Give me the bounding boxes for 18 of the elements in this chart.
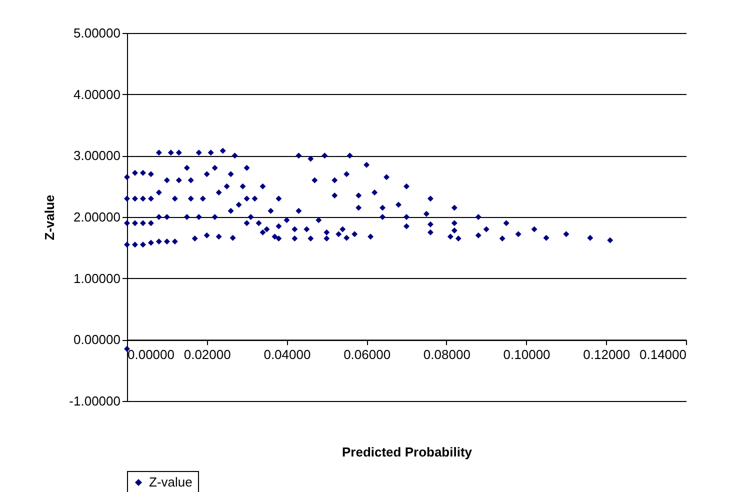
x-tick-label: 0.00000: [128, 347, 174, 362]
y-axis-title: Z-value: [42, 194, 58, 240]
x-tick-label: 0.02000: [184, 347, 231, 362]
y-tick-label: 2.00000: [74, 210, 120, 224]
legend-label: Z-value: [149, 474, 192, 490]
y-tick-label: 4.00000: [74, 86, 120, 102]
x-tick-label: 0.14000: [640, 347, 686, 362]
x-tick-label: 0.08000: [423, 347, 470, 362]
x-tick-label: 0.04000: [264, 347, 311, 362]
x-tick-label: 0.10000: [503, 347, 550, 362]
y-tick-label: 3.00000: [74, 148, 120, 164]
y-tick-label: 0.00000: [74, 332, 120, 348]
y-tick-label: 1.00000: [74, 270, 120, 286]
y-tick-label: 5.00000: [74, 26, 120, 40]
x-tick-label: 0.12000: [583, 347, 630, 362]
x-tick-label: 0.06000: [344, 347, 391, 362]
y-tick-label: -1.00000: [69, 394, 120, 408]
x-axis-title: Predicted Probability: [342, 444, 473, 460]
